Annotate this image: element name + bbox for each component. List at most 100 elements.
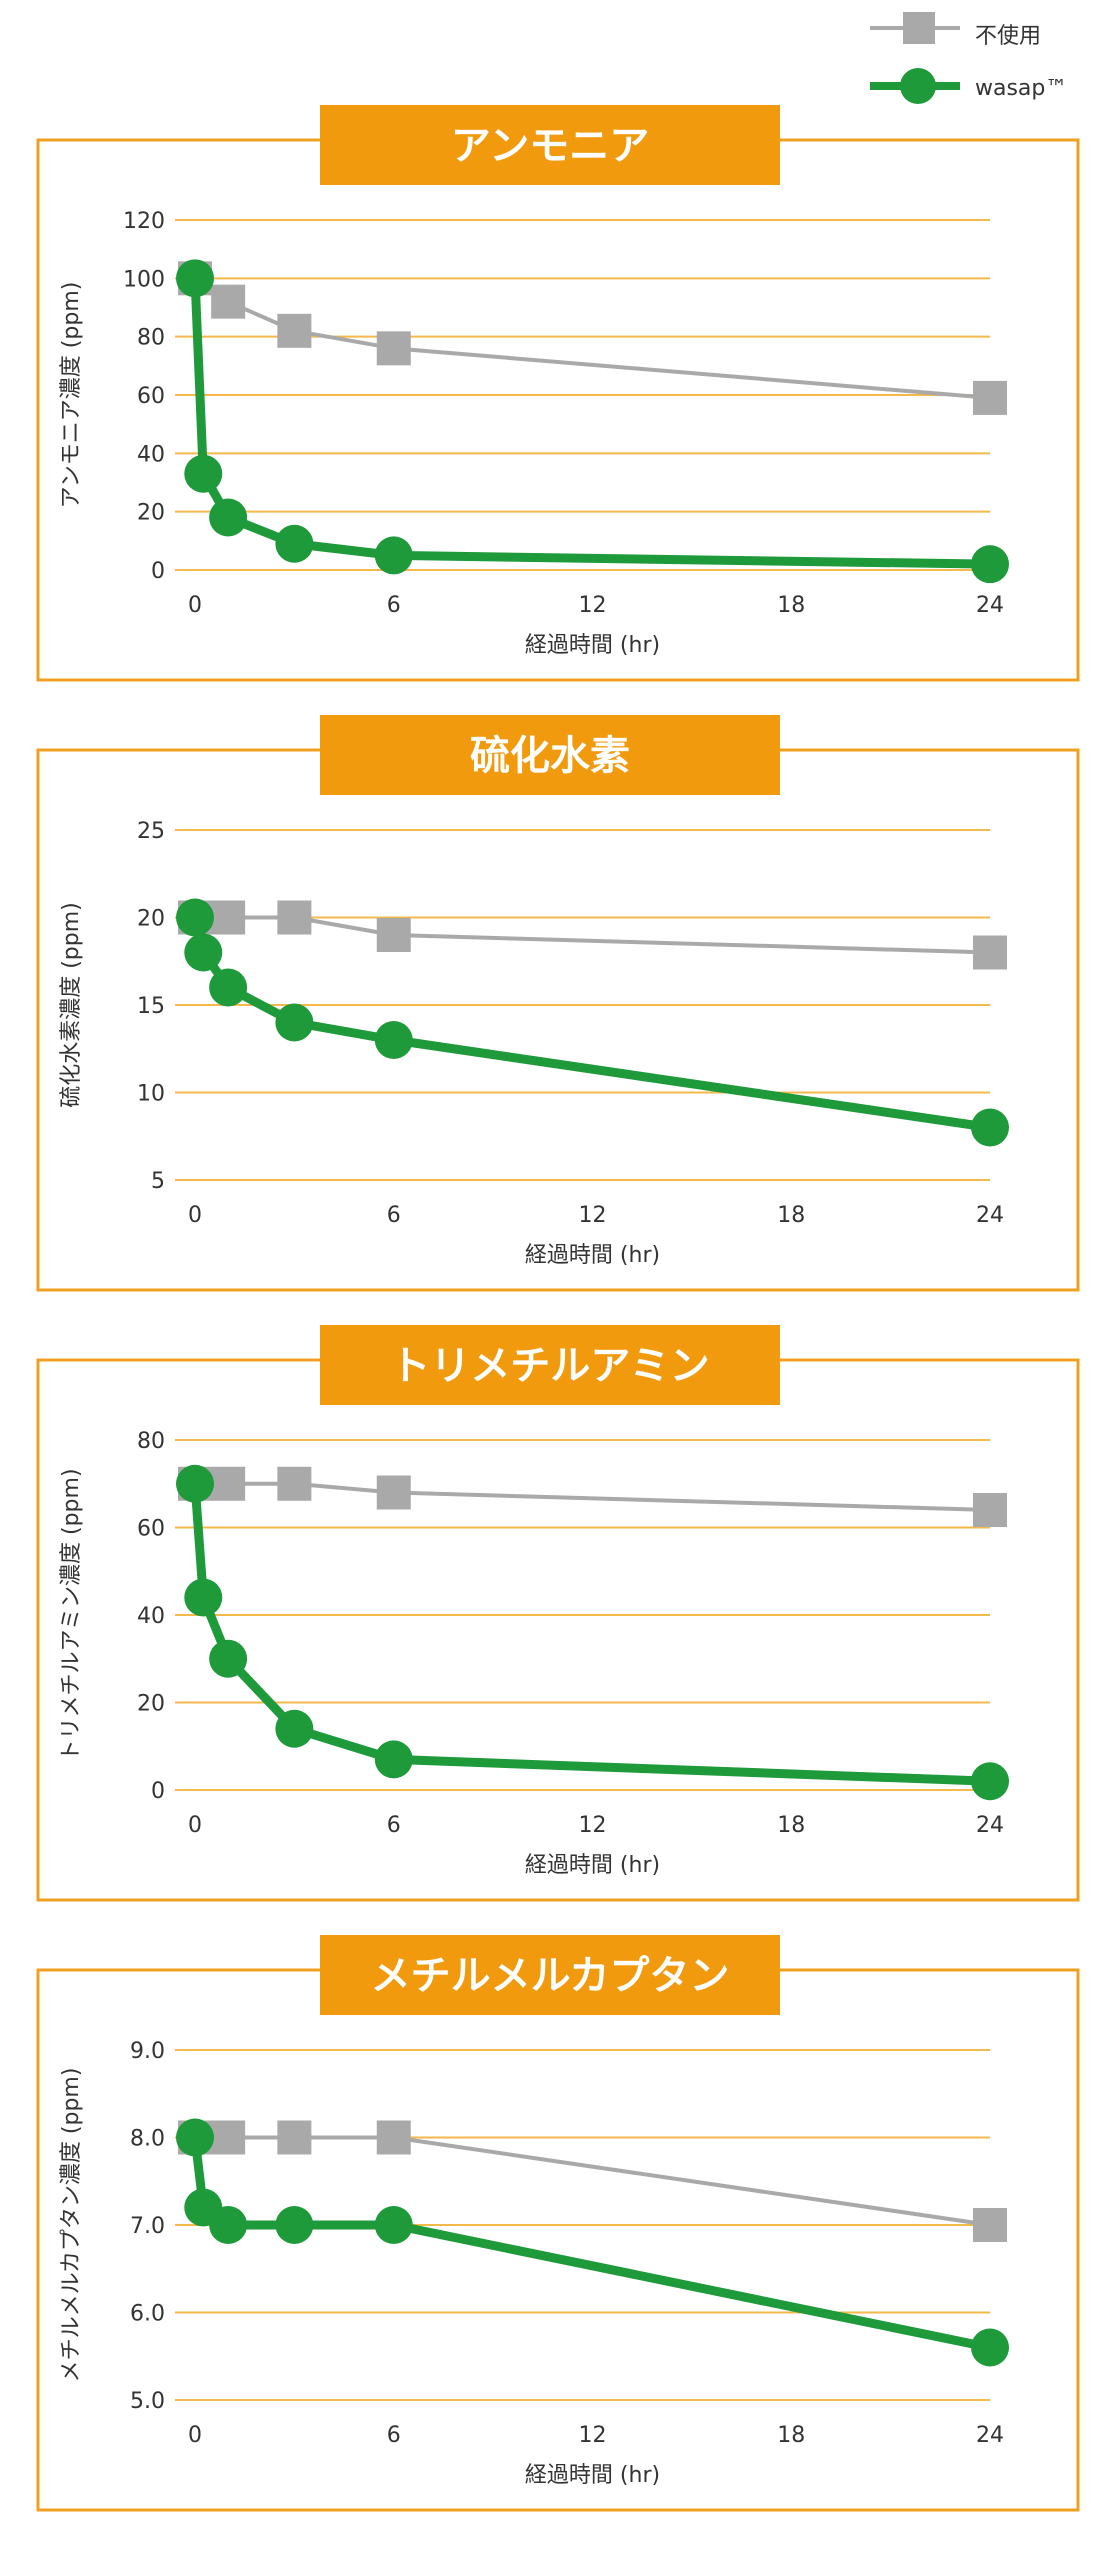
y-tick-label: 80 [137, 1429, 165, 1454]
chart-panel [36, 748, 1080, 1292]
series-point-circle [374, 1021, 413, 1059]
chart-panel [36, 1968, 1080, 2512]
series-point-circle [374, 536, 413, 575]
x-tick-label: 24 [976, 1203, 1004, 1228]
series-point-square [211, 900, 246, 935]
x-axis-label: 経過時間 (hr) [525, 1243, 660, 1268]
chart-1: アンモニア 0 20 40 60 80 100 120 0 6 12 18 24 経過時間 (hr) アンモ… [36, 105, 1080, 682]
y-axis-label: トリメチルアミン濃度 (ppm) [59, 1468, 84, 1761]
series-point-circle [184, 454, 223, 493]
x-tick-label: 0 [188, 1813, 202, 1838]
series-point-circle [176, 898, 214, 937]
series-line [190, 1479, 995, 1786]
series-point-circle [209, 498, 248, 537]
series-point-square [277, 313, 312, 348]
chart-panel [36, 1358, 1080, 1902]
y-tick-label: 15 [137, 994, 165, 1019]
series-point-circle [374, 2206, 413, 2244]
chart-title-banner [320, 715, 780, 795]
chart-4: メチルメルカプタン 5.0 6.0 7.0 8.0 9.0 0 6 12 18 24 経過時間 (hr… [36, 1935, 1080, 2512]
chart-title-banner [320, 1325, 780, 1405]
series-point-circle [275, 1003, 314, 1042]
legend-label-wasap: wasap™ [975, 76, 1068, 101]
y-tick-label: 0 [151, 559, 165, 584]
x-tick-label: 18 [777, 1813, 805, 1838]
y-axis-label: 硫化水素濃度 (ppm) [59, 902, 84, 1108]
chart-title: トリメチルアミン [390, 1343, 709, 1389]
chart-title-banner [320, 1935, 780, 2015]
y-tick-label: 6.0 [130, 2302, 165, 2327]
x-tick-label: 24 [976, 2423, 1004, 2448]
series-point-circle [971, 1762, 1009, 1801]
y-axis-label: メチルメルカプタン濃度 (ppm) [59, 2068, 84, 2383]
x-tick-label: 18 [777, 593, 805, 618]
chart-3: トリメチルアミン 0 20 40 60 80 0 6 12 18 24 経過時間 (hr) トリメチルア… [36, 1325, 1080, 1902]
chart-title: メチルメルカプタン [371, 1953, 730, 1999]
x-axis-label: 経過時間 (hr) [525, 2463, 660, 2488]
y-tick-label: 5 [151, 1169, 165, 1194]
series-point-square [211, 284, 246, 319]
series-point-square [973, 380, 1007, 415]
series-point-square [376, 2120, 411, 2155]
x-tick-label: 6 [387, 1813, 401, 1838]
series-point-square [376, 331, 411, 366]
y-tick-label: 25 [137, 819, 165, 844]
series-point-circle [184, 933, 223, 972]
y-tick-label: 8.0 [130, 2127, 165, 2152]
x-tick-label: 18 [777, 2423, 805, 2448]
x-tick-label: 18 [777, 1203, 805, 1228]
series-point-square [277, 1466, 312, 1501]
legend-item-wasap: wasap™ [870, 66, 1095, 116]
series-point-circle [184, 1578, 223, 1617]
series-point-square [277, 900, 312, 935]
series-point-square [277, 2120, 312, 2155]
y-tick-label: 100 [123, 267, 165, 292]
series-point-circle [209, 968, 248, 1007]
legend-swatch-wasap [870, 68, 960, 104]
series-point-square [376, 1475, 411, 1510]
x-tick-label: 0 [188, 2423, 202, 2448]
x-axis-label: 経過時間 (hr) [525, 633, 660, 658]
series-point-circle [374, 1740, 413, 1779]
x-tick-label: 12 [579, 1203, 607, 1228]
y-tick-label: 20 [137, 501, 165, 526]
chart-panel [36, 138, 1080, 682]
x-tick-label: 0 [188, 1203, 202, 1228]
legend-swatch-unused [870, 12, 960, 44]
chart-title: アンモニア [451, 123, 649, 169]
legend-item-unused: 不使用 [870, 8, 1095, 58]
y-tick-label: 40 [137, 1604, 165, 1629]
x-tick-label: 6 [387, 593, 401, 618]
x-tick-label: 12 [579, 593, 607, 618]
series-point-square [973, 935, 1007, 970]
x-tick-label: 6 [387, 1203, 401, 1228]
series-point-square [211, 2120, 246, 2155]
series-point-circle [176, 1464, 214, 1503]
series-point-circle [176, 259, 214, 298]
y-tick-label: 120 [123, 209, 165, 234]
y-tick-label: 20 [137, 907, 165, 932]
chart-2: 硫化水素 5 10 15 20 25 0 6 12 18 24 経過時間 (hr) 硫化水素濃度 (pp… [36, 715, 1080, 1292]
y-tick-label: 40 [137, 442, 165, 467]
x-tick-label: 24 [976, 593, 1004, 618]
y-tick-label: 5.0 [130, 2389, 165, 2414]
y-axis-label: アンモニア濃度 (ppm) [59, 282, 84, 509]
series-point-circle [971, 1108, 1009, 1147]
series-point-circle [971, 2328, 1009, 2367]
y-tick-label: 80 [137, 326, 165, 351]
y-tick-label: 0 [151, 1779, 165, 1804]
series-point-square [973, 2208, 1007, 2242]
y-tick-label: 20 [137, 1692, 165, 1717]
series-point-circle [176, 2118, 214, 2157]
chart-title: 硫化水素 [470, 733, 630, 779]
series-point-square [211, 1466, 246, 1501]
x-tick-label: 12 [579, 1813, 607, 1838]
series-point-circle [209, 2206, 248, 2244]
y-tick-label: 60 [137, 384, 165, 409]
x-tick-label: 12 [579, 2423, 607, 2448]
series-point-circle [275, 524, 314, 563]
legend: 不使用 wasap™ [870, 0, 1095, 120]
y-tick-label: 10 [137, 1082, 165, 1107]
series-point-circle [971, 545, 1009, 584]
